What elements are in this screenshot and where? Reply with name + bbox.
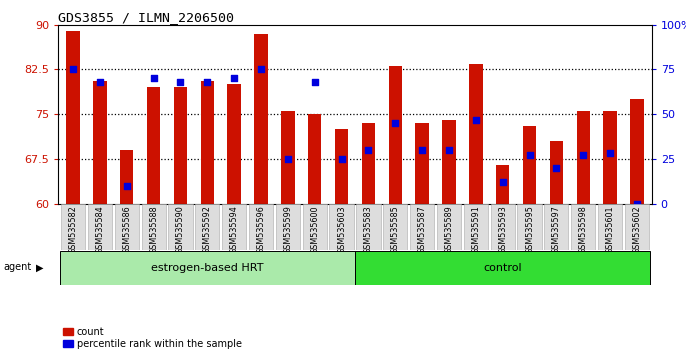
Bar [437,204,461,250]
Text: GSM535582: GSM535582 [69,205,78,254]
Text: GSM535602: GSM535602 [632,205,641,254]
Bar [228,84,241,204]
Bar [416,123,429,204]
Bar [115,204,139,250]
Text: GSM535587: GSM535587 [418,205,427,254]
Text: GSM535590: GSM535590 [176,205,185,254]
Bar [303,204,327,250]
Text: GSM535586: GSM535586 [122,205,131,254]
Text: control: control [484,263,522,273]
Point [524,153,535,158]
Point [471,117,482,122]
Point [443,147,454,153]
Bar [571,204,595,250]
Point [416,147,427,153]
Bar [141,204,166,250]
Text: GSM535583: GSM535583 [364,205,373,254]
Legend: count, percentile rank within the sample: count, percentile rank within the sample [63,327,241,349]
Bar [308,114,322,204]
Text: GSM535596: GSM535596 [257,205,265,254]
Point [256,67,267,72]
Text: GSM535585: GSM535585 [391,205,400,254]
Bar [335,129,348,204]
Bar [490,204,514,250]
Bar [496,165,510,204]
Text: GSM535589: GSM535589 [445,205,453,254]
Text: agent: agent [3,262,32,272]
Point [631,201,642,206]
Point [497,179,508,185]
Bar [88,204,112,250]
Bar [255,34,268,204]
Bar [67,31,80,204]
Bar [523,126,536,204]
Text: GSM535603: GSM535603 [337,205,346,254]
Text: GSM535597: GSM535597 [552,205,561,254]
Point [551,165,562,171]
Bar [625,204,649,250]
Bar [276,204,300,250]
Bar [544,204,569,250]
Bar [329,204,354,250]
Text: GSM535599: GSM535599 [283,205,292,254]
Text: GSM535595: GSM535595 [525,205,534,254]
Point [121,183,132,188]
Text: GSM535584: GSM535584 [95,205,104,254]
Text: GSM535593: GSM535593 [498,205,507,254]
Bar [362,123,375,204]
Bar [147,87,161,204]
Bar [355,251,650,285]
Point [336,156,347,162]
Text: GSM535600: GSM535600 [310,205,319,254]
Text: GSM535591: GSM535591 [471,205,480,254]
Bar [120,150,134,204]
Point [578,153,589,158]
Text: GSM535588: GSM535588 [149,205,158,254]
Bar [604,111,617,204]
Point [175,79,186,85]
Bar [598,204,622,250]
Bar [60,251,355,285]
Bar [517,204,542,250]
Bar [196,204,220,250]
Point [363,147,374,153]
Bar [630,99,643,204]
Bar [356,204,381,250]
Bar [469,63,482,204]
Bar [549,141,563,204]
Text: ▶: ▶ [36,262,43,272]
Bar [61,204,85,250]
Bar [576,111,590,204]
Bar [168,204,193,250]
Point [390,120,401,126]
Bar [93,81,106,204]
Point [95,79,106,85]
Text: GSM535601: GSM535601 [606,205,615,254]
Bar [222,204,246,250]
Bar [281,111,294,204]
Point [148,76,159,81]
Bar [388,67,402,204]
Text: GDS3855 / ILMN_2206500: GDS3855 / ILMN_2206500 [58,11,235,24]
Point [283,156,294,162]
Text: estrogen-based HRT: estrogen-based HRT [151,263,263,273]
Bar [442,120,456,204]
Bar [383,204,407,250]
Bar [200,81,214,204]
Point [68,67,79,72]
Bar [249,204,273,250]
Bar [174,87,187,204]
Point [202,79,213,85]
Bar [410,204,434,250]
Text: GSM535594: GSM535594 [230,205,239,254]
Text: GSM535592: GSM535592 [203,205,212,254]
Bar [464,204,488,250]
Point [228,76,239,81]
Point [309,79,320,85]
Text: GSM535598: GSM535598 [579,205,588,254]
Point [604,151,615,156]
